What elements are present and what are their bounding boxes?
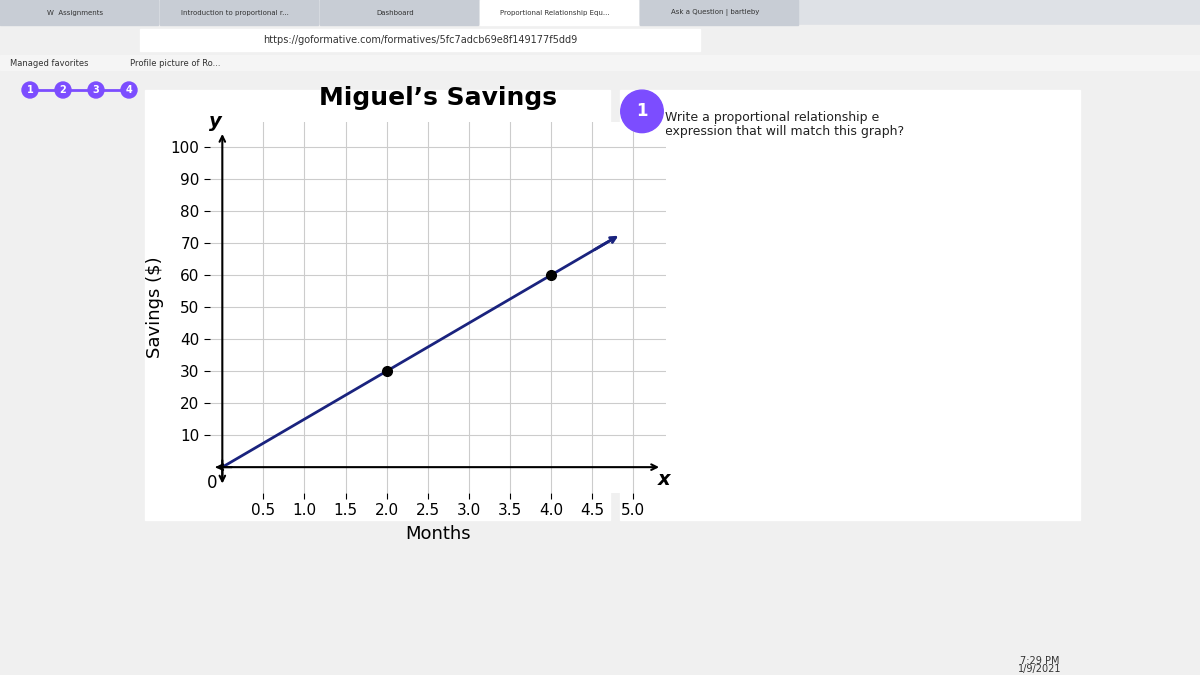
Text: 4: 4 <box>126 85 132 95</box>
Text: 1/9/2021: 1/9/2021 <box>1019 664 1062 674</box>
Text: 1: 1 <box>640 113 650 128</box>
Text: 2: 2 <box>60 85 66 95</box>
Bar <box>640 0 798 25</box>
Bar <box>620 90 1080 520</box>
Circle shape <box>634 108 658 132</box>
Circle shape <box>620 90 664 133</box>
Text: Proportional Relationship Equ...: Proportional Relationship Equ... <box>500 10 610 16</box>
Text: 1: 1 <box>640 113 650 127</box>
Text: y: y <box>209 112 222 131</box>
Text: Managed favorites: Managed favorites <box>10 59 89 68</box>
Text: expression that will match this graph?: expression that will match this graph? <box>665 126 904 138</box>
Y-axis label: Savings ($): Savings ($) <box>145 256 163 358</box>
Text: 1: 1 <box>636 103 648 120</box>
Bar <box>145 90 610 520</box>
Title: Miguel’s Savings: Miguel’s Savings <box>319 86 557 110</box>
Bar <box>320 0 478 25</box>
Circle shape <box>55 82 71 98</box>
Bar <box>0 55 1200 70</box>
Text: 0: 0 <box>208 474 217 492</box>
Bar <box>480 0 638 25</box>
Text: 3: 3 <box>92 85 100 95</box>
Text: Ask a Question | bartleby: Ask a Question | bartleby <box>671 9 760 16</box>
Text: 7:29 PM: 7:29 PM <box>1020 656 1060 666</box>
Circle shape <box>22 82 38 98</box>
Text: zoom in: zoom in <box>542 194 587 204</box>
Bar <box>0 0 158 25</box>
Bar <box>0 0 1200 40</box>
Text: W  Assignments: W Assignments <box>47 10 103 16</box>
Circle shape <box>121 82 137 98</box>
Text: Write a proportional relationship e: Write a proportional relationship e <box>665 111 880 124</box>
Bar <box>530 188 600 210</box>
Bar <box>140 29 700 51</box>
Text: 1: 1 <box>26 85 34 95</box>
X-axis label: Months: Months <box>406 525 470 543</box>
Text: x: x <box>658 470 671 489</box>
Text: https://goformative.com/formatives/5fc7adcb69e8f149177f5dd9: https://goformative.com/formatives/5fc7a… <box>263 35 577 45</box>
Text: Dashboard: Dashboard <box>376 10 414 16</box>
Text: Introduction to proportional r...: Introduction to proportional r... <box>181 10 289 16</box>
Text: Profile picture of Ro...: Profile picture of Ro... <box>130 59 221 68</box>
Bar <box>635 140 1055 175</box>
Bar <box>0 25 1200 55</box>
Bar <box>0 650 1200 675</box>
Bar <box>160 0 318 25</box>
Circle shape <box>88 82 104 98</box>
